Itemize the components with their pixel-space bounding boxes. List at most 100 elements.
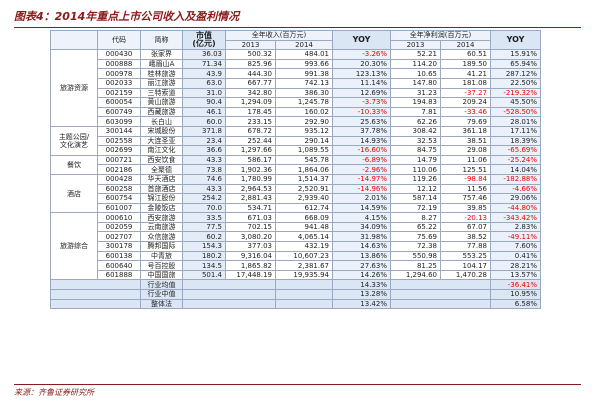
cell: 19,935.94 (275, 269, 333, 281)
cell: 39.85 (440, 202, 491, 214)
cell: 77.88 (440, 241, 491, 252)
cell: 134.5 (182, 260, 226, 271)
group-label: 旅游资源 (50, 49, 98, 127)
cell: 南江文化 (140, 145, 183, 156)
cell: 77.5 (182, 221, 226, 233)
cell: -65.69% (490, 145, 541, 156)
table-row: 600054 黄山旅游 90.4 1,294.09 1,245.78 -3.73% 194.… (51, 97, 541, 108)
table-row: 行业中值 13.28% 10.95% (50, 289, 541, 300)
cell: -343.42% (490, 212, 541, 223)
cell: 991.38 (275, 68, 333, 79)
cell: 2,520.91 (275, 183, 333, 195)
cell: 75.69 (390, 231, 441, 243)
cell: 0.41% (490, 250, 541, 262)
cell: 1,902.36 (225, 164, 276, 175)
cell: 46.1 (182, 106, 226, 118)
cell: 742.13 (275, 77, 333, 89)
summary-label: 行业中值 (140, 289, 183, 300)
table-row: 旅游资源 000430 张家界 36.03 500.32 484.01 -3.26% 52.2… (50, 49, 541, 127)
cell: 600138 (97, 250, 141, 262)
header-cell: 市值 (亿元) (182, 29, 226, 51)
cell: 586.17 (225, 154, 276, 166)
cell: -14.97% (332, 173, 391, 185)
cell: 287.12% (490, 68, 541, 79)
cell: 23.4 (182, 135, 226, 147)
cell: 553.25 (440, 250, 491, 262)
cell: 702.15 (225, 221, 276, 233)
cell: 60.0 (182, 116, 226, 127)
cell: 1,514.37 (275, 173, 333, 185)
cell: 62.26 (390, 116, 441, 127)
cell: 65.94% (490, 58, 541, 70)
cell: 号百控股 (140, 260, 183, 271)
cell: 90.4 (182, 97, 226, 108)
cell: 941.48 (275, 221, 333, 233)
cell: 1,089.55 (275, 145, 333, 156)
cell (50, 289, 141, 300)
cell: 中青旅 (140, 250, 183, 262)
cell: 2,381.67 (275, 260, 333, 271)
cell (275, 298, 333, 310)
cell: 大连圣亚 (140, 135, 183, 147)
cell: 70.0 (182, 202, 226, 214)
cell: 002699 (97, 145, 141, 156)
cell: 锦江股份 (140, 193, 183, 204)
cell: -16.60% (332, 145, 391, 156)
table-row: 002186 全聚德 73.8 1,902.36 1,864.06 -2.96% 110.0… (51, 164, 541, 175)
table-row: 代码 简称 市值 (亿元) 全年收入(百万元) YOY 全年净利润(百万元) YOY (50, 29, 541, 51)
header-cell: 简称 (140, 29, 183, 51)
cell: 444.30 (225, 68, 276, 79)
cell: 550.98 (390, 250, 441, 262)
cell: 34.09% (332, 221, 391, 233)
table-row: 600138 中青旅 180.2 9,316.04 10,607.23 13.86% 550… (51, 250, 541, 262)
cell: 292.90 (275, 116, 333, 127)
cell: 114.20 (390, 58, 441, 70)
group-label: 酒店 (50, 173, 98, 214)
summary-value: 10.95% (490, 289, 541, 300)
cell (182, 279, 276, 291)
cell: 63.0 (182, 77, 226, 89)
cell: 000888 (97, 58, 141, 70)
cell: 桂林旅游 (140, 68, 183, 79)
cell: 233.15 (225, 116, 276, 127)
cell: 14.63% (332, 241, 391, 252)
cell: 25.63% (332, 116, 391, 127)
header-cell (50, 29, 98, 51)
cell: 宋城股份 (140, 125, 183, 137)
cell: 12.69% (332, 87, 391, 99)
cell: 002059 (97, 221, 141, 233)
table-row: 600258 首旅酒店 43.3 2,964.53 2,520.91 -14.96% 12.… (51, 183, 541, 195)
summary-label: 整体法 (140, 298, 183, 310)
cell: 38.51 (440, 135, 491, 147)
cell: 181.08 (440, 77, 491, 89)
cell: 84.75 (390, 145, 441, 156)
cell: 1,294.09 (225, 97, 276, 108)
cell: 79.69 (440, 116, 491, 127)
cell: 002159 (97, 87, 141, 99)
cell: 1,297.66 (225, 145, 276, 156)
cell: 12.12 (390, 183, 441, 195)
header-cell: 2013 (225, 39, 276, 51)
cell: 11.06 (440, 154, 491, 166)
cell: 28.21% (490, 260, 541, 271)
table-row: 300178 腾邦国际 154.3 377.03 432.19 14.63% 72.38 77… (51, 241, 541, 252)
cell: 189.50 (440, 58, 491, 70)
cell: 西安旅游 (140, 212, 183, 223)
cell (50, 279, 141, 291)
cell: 935.12 (275, 125, 333, 137)
cell: -33.46 (440, 106, 491, 118)
table-row: 600640 号百控股 134.5 1,865.82 2,381.67 27.63% 81.… (51, 260, 541, 271)
cell: 342.80 (225, 87, 276, 99)
cell: 000428 (97, 173, 141, 185)
summary-label: 行业均值 (140, 279, 183, 291)
cell: 545.78 (275, 154, 333, 166)
cell: -3.73% (332, 97, 391, 108)
summary-value: -36.41% (490, 279, 541, 291)
cell: 002186 (97, 164, 141, 175)
cell: 671.03 (225, 212, 276, 223)
cell (275, 279, 333, 291)
cell: 14.79 (390, 154, 441, 166)
cell: 104.17 (440, 260, 491, 271)
cell: 三特索道 (140, 87, 183, 99)
cell: 300178 (97, 241, 141, 252)
